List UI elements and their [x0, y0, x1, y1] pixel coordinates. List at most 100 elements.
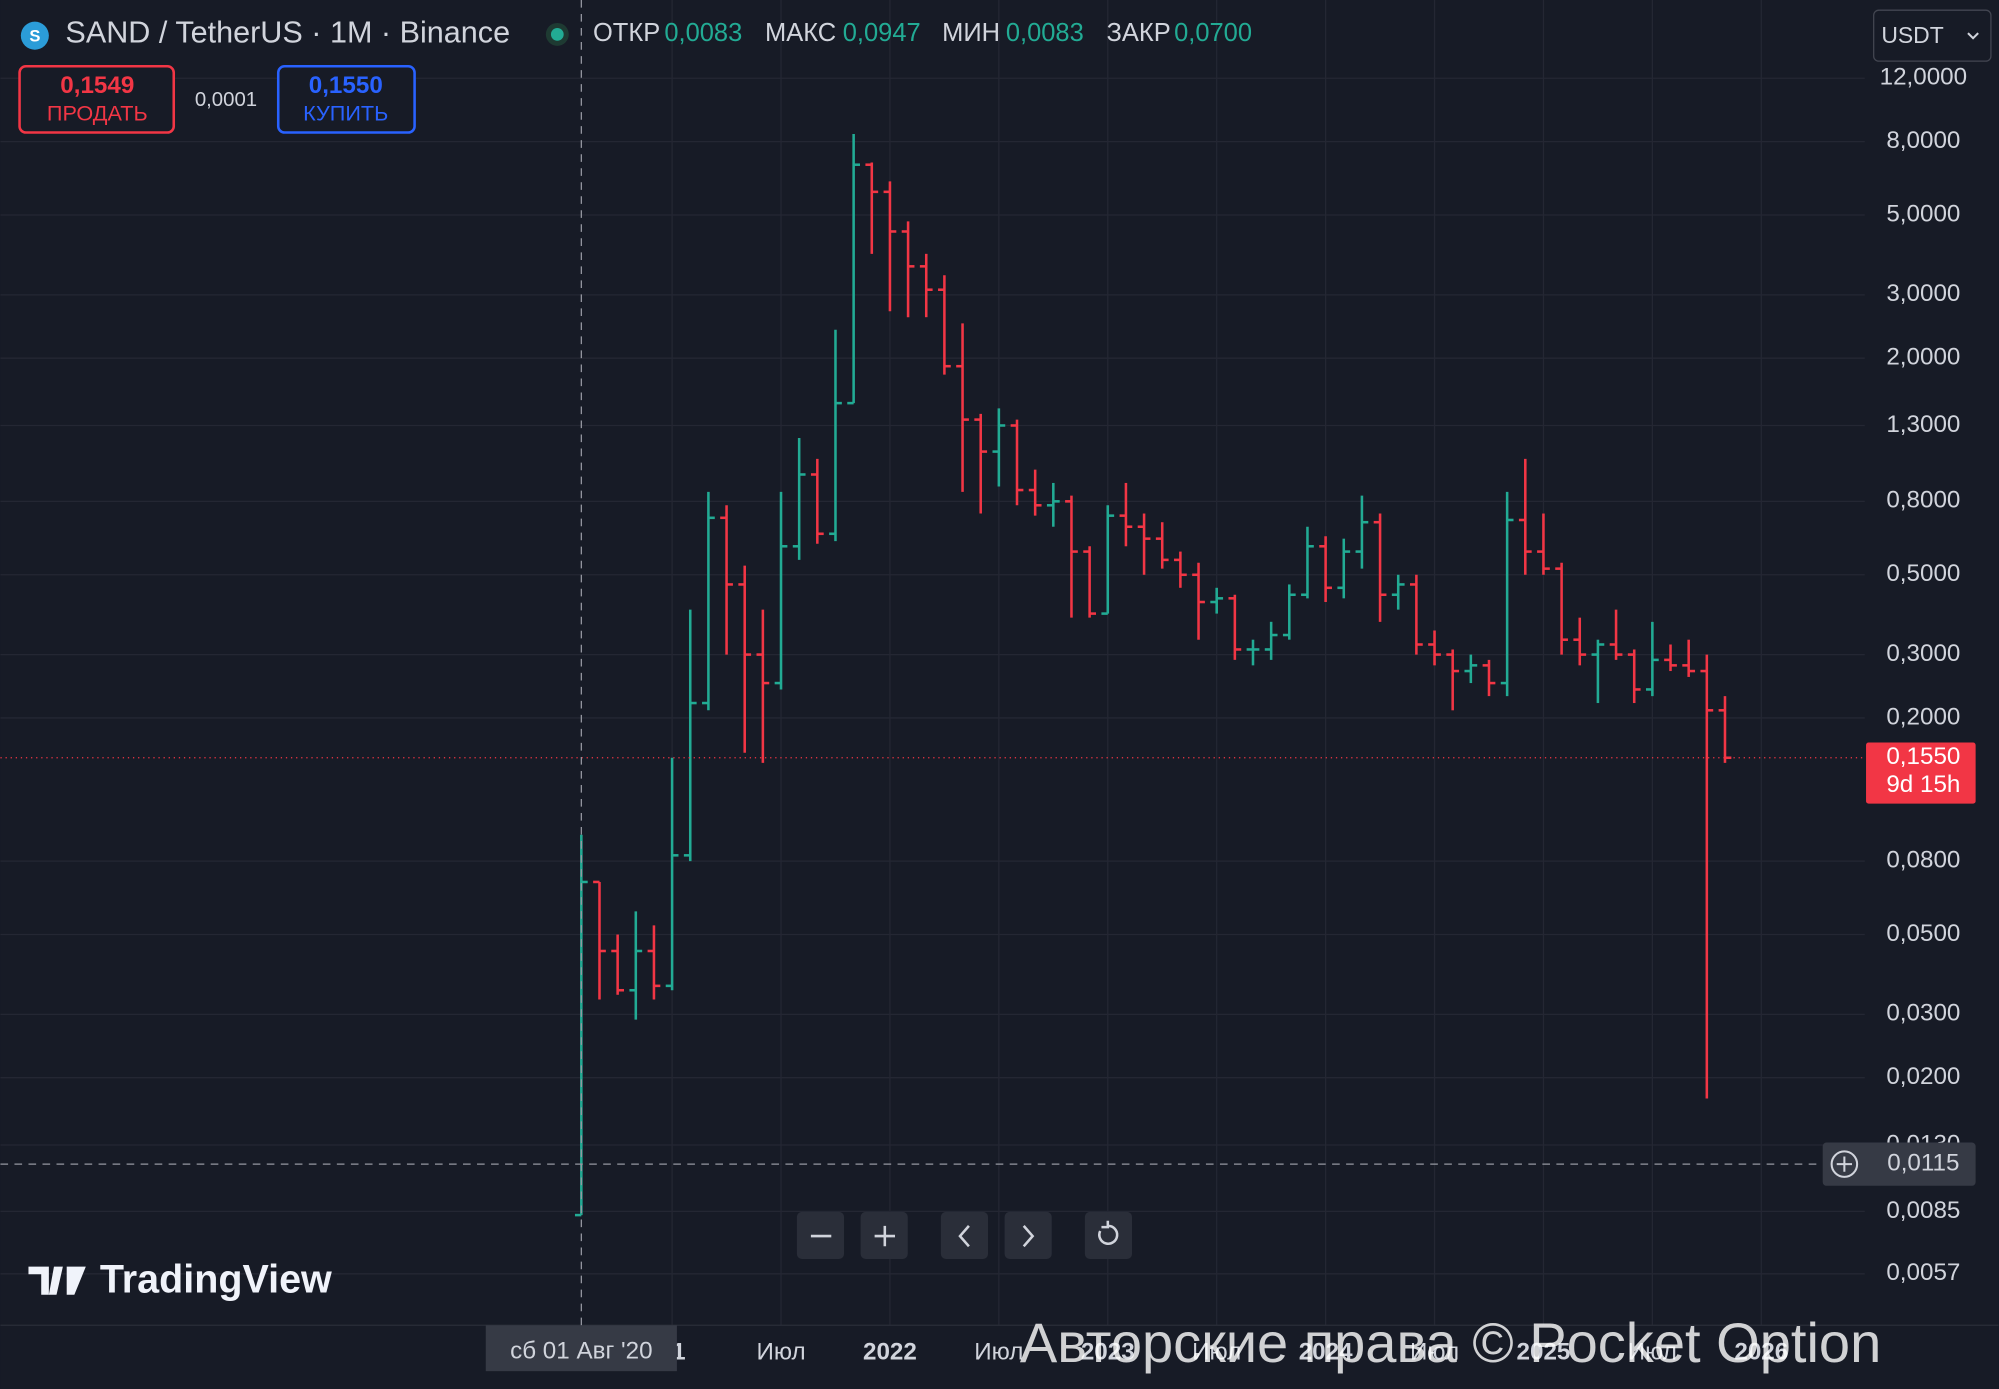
y-tick-label: 0,0200: [1886, 1063, 1960, 1090]
ohlc-bar: [1428, 630, 1441, 666]
add-alert-icon[interactable]: [1830, 1150, 1859, 1178]
reset-button[interactable]: [1084, 1211, 1133, 1260]
overlay: 12,0000 8,0000 5,0000 3,0000 2,0000 1,3000 0,8…: [0, 0, 1976, 1372]
ohlc-bar: [1609, 609, 1623, 660]
y-tick-label: 1,3000: [1886, 411, 1960, 438]
symbol-icon-letter: S: [29, 26, 40, 45]
ohlc-value: 0,0083: [1006, 19, 1084, 47]
ohlc-bar: [1119, 482, 1133, 547]
chevron: [1967, 32, 1979, 40]
ohlc-bar: [1337, 538, 1351, 599]
x-tick-label: 2025: [1517, 1339, 1571, 1366]
ohlc-bar: [1446, 649, 1460, 711]
buy-price[interactable]: 0,1550: [309, 72, 383, 99]
y-tick-label: 3,0000: [1886, 280, 1960, 307]
ohlc-bar: [774, 491, 788, 690]
y-tick-label: 8,0000: [1886, 127, 1960, 154]
symbol-icon: [20, 21, 49, 50]
ohlc-bar: [683, 609, 697, 862]
y-tick-label: 0,0500: [1886, 920, 1960, 947]
sell-box[interactable]: [18, 64, 176, 134]
symbol-title[interactable]: SAND / TetherUS · 1M · Binance: [65, 15, 510, 49]
y-tick-label: 2,0000: [1886, 344, 1960, 371]
ohlc-label: ОТКР: [593, 19, 660, 47]
scroll-left-button[interactable]: [940, 1211, 989, 1260]
ohlc-bar: [1101, 505, 1115, 615]
add-alert-plus: [1836, 1156, 1853, 1172]
ohlc-bar: [956, 323, 969, 492]
ohlc-bar: [720, 505, 733, 655]
ohlc-bar: [829, 329, 842, 542]
crosshair-x-label: сб 01 Авг '20: [510, 1337, 652, 1364]
y-tick-label: 0,0085: [1886, 1197, 1960, 1224]
ohlc-bar: [1700, 654, 1714, 1099]
last-price-label: 0,1550: [1886, 743, 1960, 770]
countdown: 9d 15h: [1886, 771, 1960, 798]
ohlc-bar: [810, 458, 824, 544]
ohlc-bar: [901, 221, 915, 318]
y-tick-label: 0,0057: [1886, 1259, 1960, 1286]
buy-box[interactable]: [276, 64, 416, 134]
y-tick-label: 0,0300: [1886, 1000, 1960, 1027]
ohlc-bar: [1301, 526, 1314, 599]
x-tick-label: Июл: [1410, 1339, 1459, 1366]
crosshair-y-box: [1822, 1142, 1976, 1186]
ohlc-bar: [865, 162, 879, 254]
sell-label[interactable]: ПРОДАТЬ: [47, 100, 148, 125]
x-tick-label: 2026: [1734, 1339, 1788, 1366]
ohlc-bar: [847, 133, 861, 405]
currency[interactable]: USDT: [1881, 22, 1943, 48]
ohlc-bar: [1664, 644, 1677, 672]
ohlc-bar: [629, 911, 643, 1020]
ohlc-bar: [1410, 574, 1423, 655]
chart-controls: [796, 1211, 1133, 1260]
ohlc-bar: [974, 413, 988, 514]
currency-select[interactable]: USDT: [1873, 9, 1992, 62]
y-tick-label: 0,5000: [1886, 560, 1960, 587]
reset-icon: [1098, 1220, 1119, 1245]
ohlc-bar: [1010, 419, 1024, 506]
x-tick-label: Июл: [974, 1339, 1023, 1366]
spread: 0,0001: [195, 89, 257, 111]
ohlc-bar: [1537, 513, 1550, 575]
ohlc-bar: [1718, 696, 1732, 763]
watermark: Авторские права © Pocket Option: [1020, 1311, 1881, 1374]
ohlc-bar: [1355, 495, 1369, 569]
ohlc-value: 0,0083: [664, 19, 742, 47]
ohlc-bar: [738, 565, 752, 753]
sell-price[interactable]: 0,1549: [60, 72, 134, 99]
ohlc-bar: [665, 757, 679, 991]
y-tick-label: 0,0800: [1886, 846, 1960, 873]
ohlc-value: 0,0947: [843, 19, 921, 47]
ohlc-bar: [1555, 562, 1568, 655]
y-tick-label: 0,3000: [1886, 640, 1960, 667]
ohlc-bar: [1464, 654, 1478, 684]
crosshair-x-box: [485, 1325, 677, 1372]
logo-text: TradingView: [100, 1257, 332, 1301]
ohlc-bar: [1500, 491, 1514, 697]
ohlc-bar: [792, 437, 806, 560]
crosshair-y-label: 0,0115: [1887, 1150, 1959, 1177]
ohlc-bar: [1065, 495, 1078, 618]
buy-label[interactable]: КУПИТЬ: [303, 100, 388, 125]
ohlc-bar: [593, 880, 606, 1000]
ohlc-bar: [1028, 469, 1042, 516]
ohlc-label: ЗАКР: [1107, 19, 1171, 47]
currency-box[interactable]: [1873, 9, 1992, 62]
ohlc-bar: [1137, 513, 1151, 575]
ohlc-bar: [1518, 458, 1532, 575]
y-tick-label: 12,0000: [1880, 64, 1968, 91]
ohlc-bar: [1591, 639, 1605, 704]
plus-icon: [874, 1225, 896, 1247]
ohlc-bar: [1282, 584, 1296, 640]
ohlc-bar: [1046, 482, 1060, 527]
x-tick-label: 2022: [863, 1339, 917, 1366]
sell-button[interactable]: 0,1549 ПРОДАТЬ: [18, 64, 176, 134]
buy-button[interactable]: 0,1550 КУПИТЬ: [276, 64, 416, 134]
ohlc-bar: [756, 609, 770, 763]
scroll-right-button[interactable]: [1004, 1211, 1052, 1260]
status-dot: [550, 28, 564, 41]
right-icon: [1022, 1225, 1035, 1248]
ohlc-label: МИН: [942, 19, 1000, 47]
